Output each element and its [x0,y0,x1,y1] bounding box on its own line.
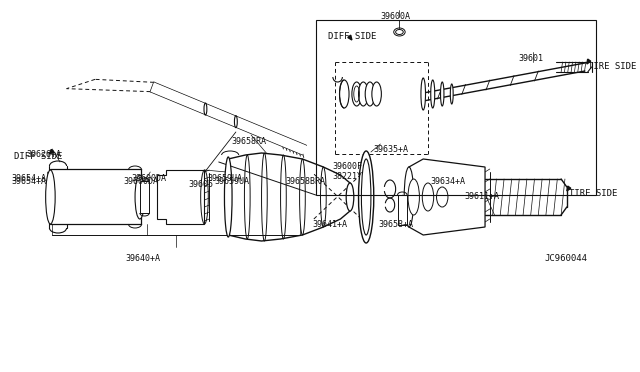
Polygon shape [587,59,591,64]
Polygon shape [157,170,204,224]
Text: 39626+A: 39626+A [27,150,61,159]
Ellipse shape [45,170,55,224]
Ellipse shape [365,82,374,106]
Text: 39641+A: 39641+A [312,220,347,229]
Text: DIFF SIDE: DIFF SIDE [328,32,376,41]
Ellipse shape [440,82,444,106]
Text: DIFF SIDE: DIFF SIDE [14,152,63,161]
Bar [51,169,141,224]
Ellipse shape [451,84,453,104]
Text: JC960044: JC960044 [544,254,587,263]
Text: 39658+A: 39658+A [378,220,413,229]
Bar [140,181,149,213]
Text: 39605: 39605 [188,180,213,189]
Text: 38221Y: 38221Y [333,172,363,181]
Ellipse shape [340,80,349,108]
Ellipse shape [346,183,354,211]
Ellipse shape [358,82,368,106]
Ellipse shape [358,151,374,243]
Text: 39611+A: 39611+A [464,192,499,201]
Text: 39640+A: 39640+A [125,254,160,263]
Text: 39658BRA: 39658BRA [285,177,325,186]
Text: 39600DA: 39600DA [124,177,159,186]
Bar [397,195,407,225]
Text: 39600DA: 39600DA [131,174,166,183]
Text: 39600A: 39600A [380,12,410,21]
Polygon shape [49,150,54,154]
Text: 39635+A: 39635+A [374,145,409,154]
Ellipse shape [408,179,419,215]
Ellipse shape [436,187,448,207]
Ellipse shape [135,175,145,219]
Polygon shape [567,186,571,191]
Text: 39654+A: 39654+A [12,174,47,183]
Ellipse shape [422,183,434,211]
Polygon shape [409,159,485,235]
Text: 39601: 39601 [518,54,543,63]
Ellipse shape [372,82,381,106]
Ellipse shape [352,82,362,106]
Text: 39634+A: 39634+A [431,177,466,186]
Polygon shape [150,82,306,155]
Text: 39658RA: 39658RA [231,137,266,146]
Text: 39654+A: 39654+A [12,177,47,186]
Ellipse shape [404,167,413,227]
Ellipse shape [225,157,232,237]
Polygon shape [348,35,352,40]
Ellipse shape [421,78,426,110]
Text: TIRE SIDE: TIRE SIDE [569,189,617,198]
Text: TIRE SIDE: TIRE SIDE [588,62,636,71]
Ellipse shape [431,80,435,108]
Text: 39659UA: 39659UA [207,174,243,183]
Text: 39659UA: 39659UA [214,177,249,186]
Text: 39600F: 39600F [333,162,363,171]
Bar [316,20,596,195]
